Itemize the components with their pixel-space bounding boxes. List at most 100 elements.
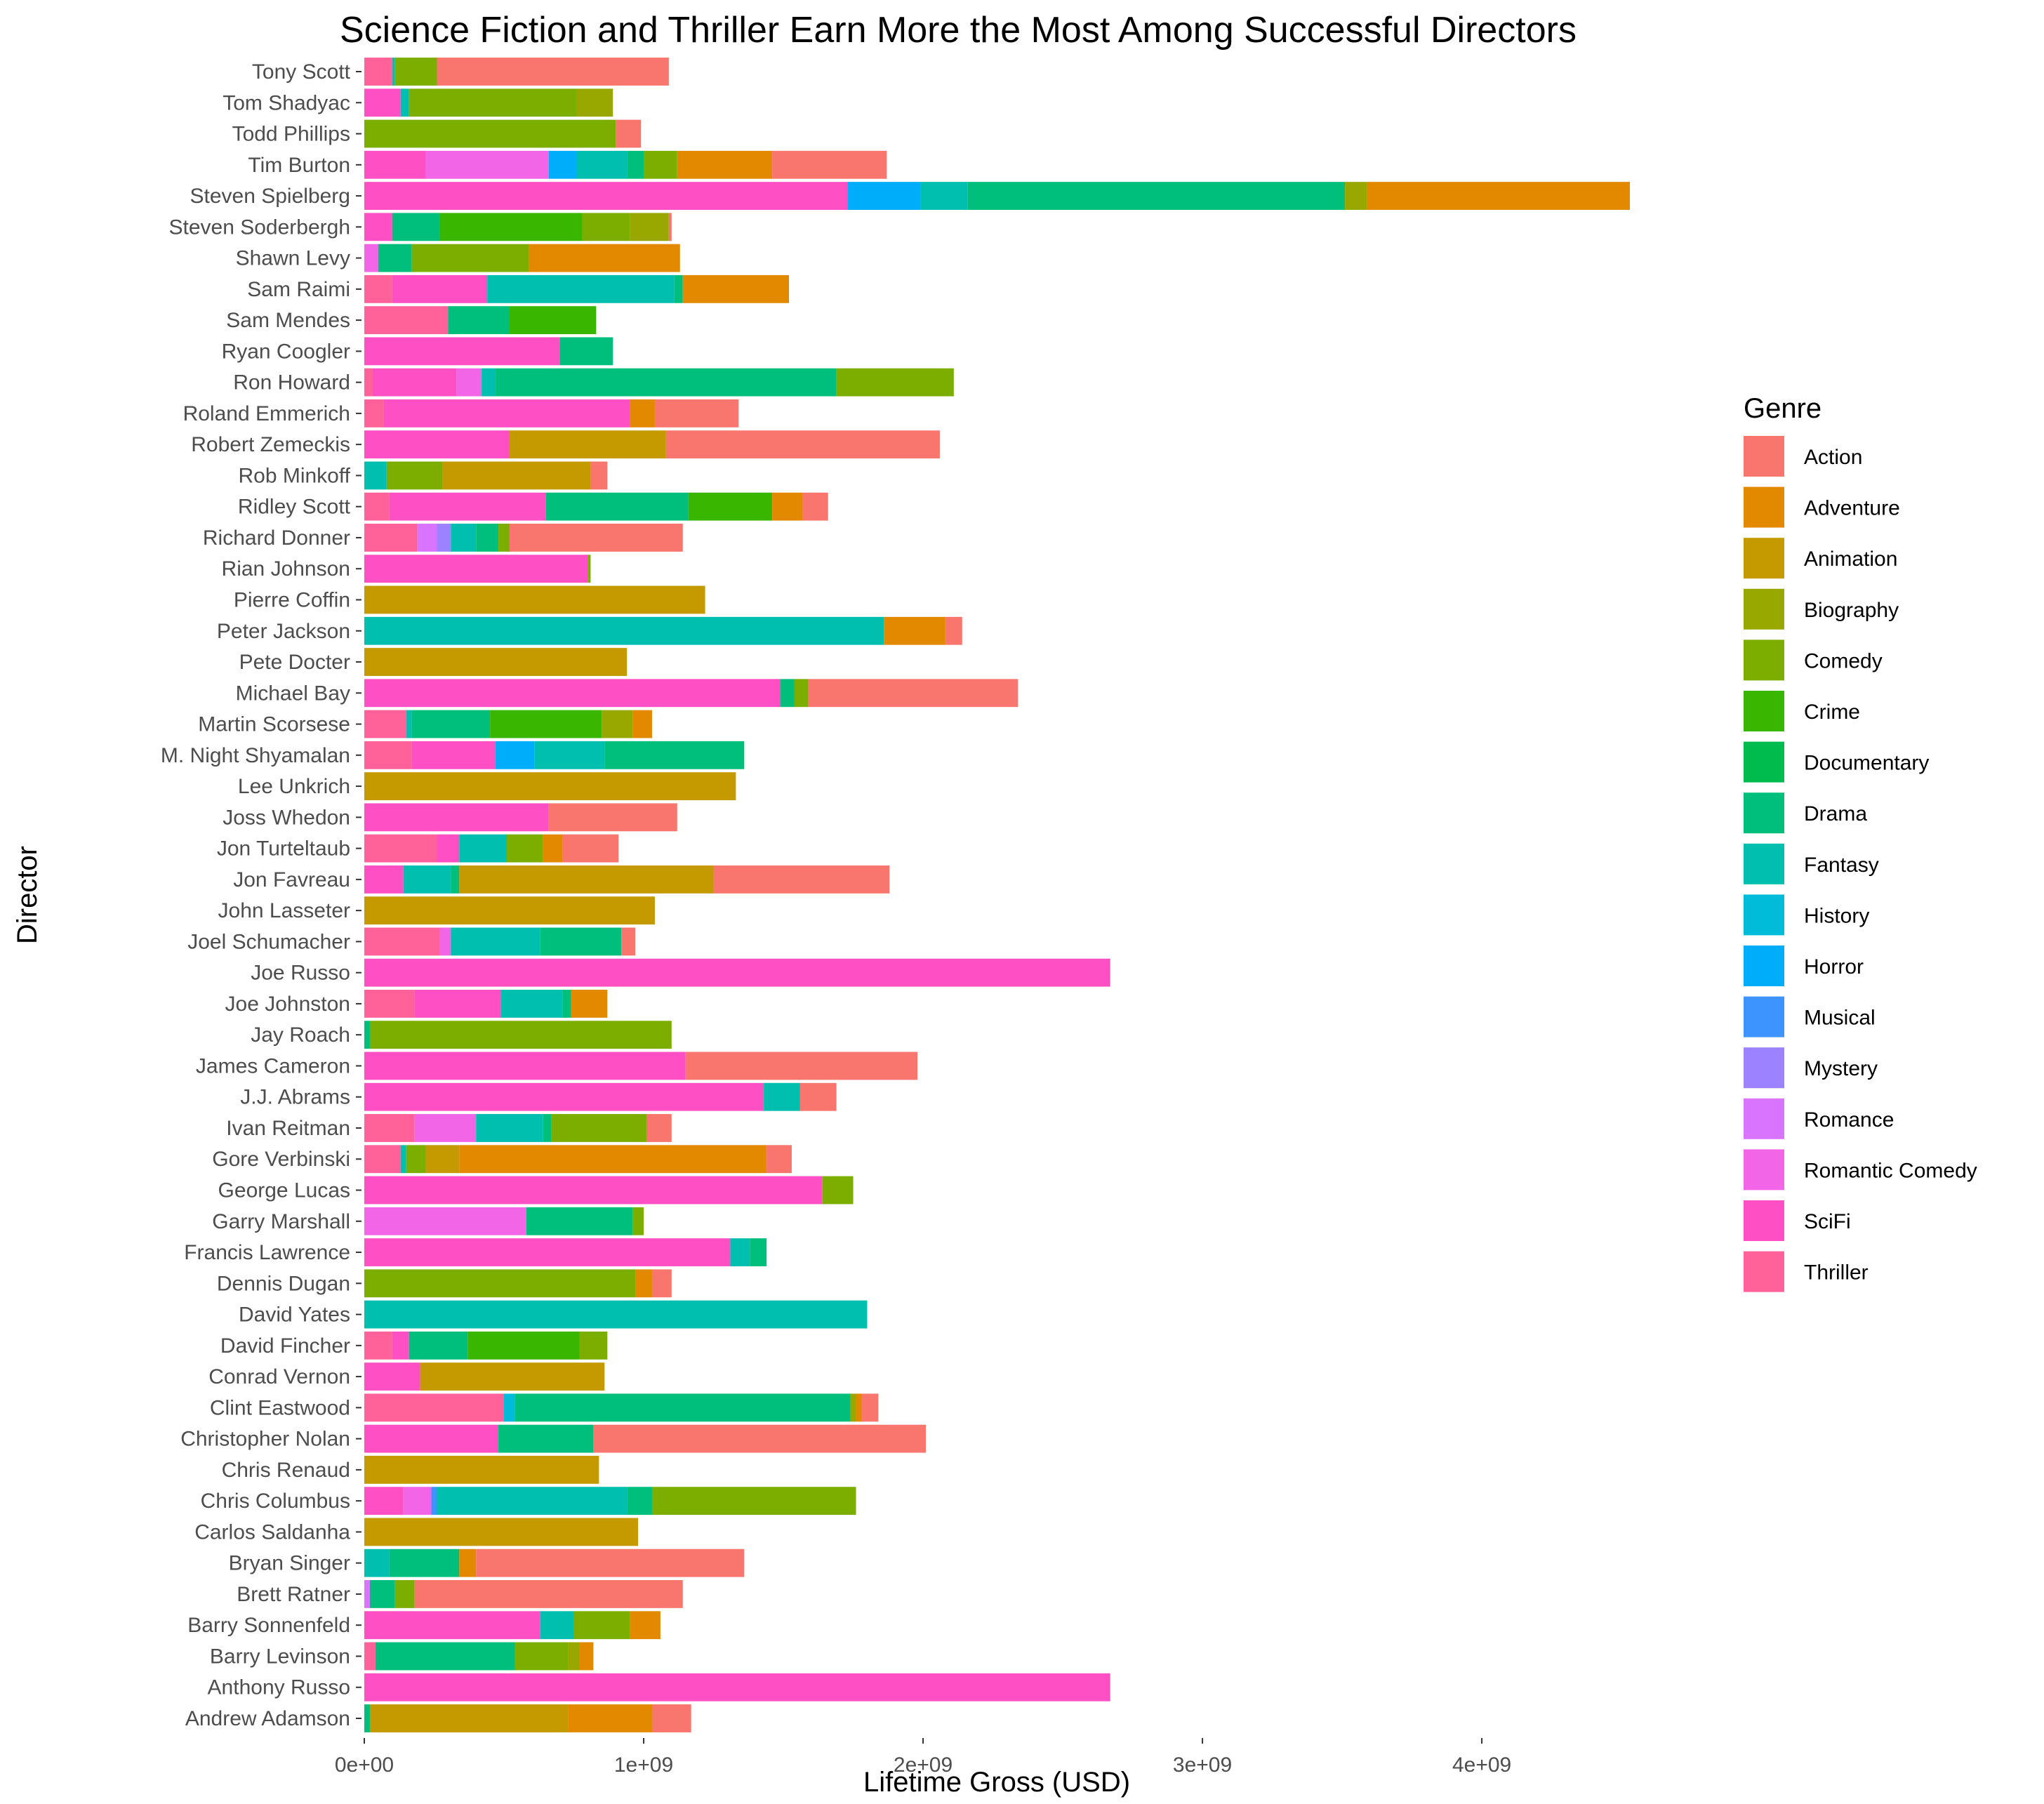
bar-segment-dennis-dugan-comedy xyxy=(364,1269,636,1298)
bar-pete-docter xyxy=(364,648,628,676)
legend-key-action xyxy=(1744,436,1784,477)
y-tick-label: Rob Minkoff xyxy=(238,464,350,487)
bar-segment-jay-roach-comedy xyxy=(369,1021,672,1049)
bar-segment-joel-schumacher-action xyxy=(621,927,636,956)
bar-segment-steven-soderbergh-drama xyxy=(392,213,440,241)
bar-segment-tony-scott-fantasy xyxy=(392,58,395,86)
y-tick-label: Chris Renaud xyxy=(222,1459,350,1482)
y-tick-label: Pierre Coffin xyxy=(234,588,350,611)
bar-segment-gore-verbinski-comedy xyxy=(406,1145,426,1174)
bar-segment-clint-eastwood-drama xyxy=(515,1393,851,1422)
bar-segment-rian-johnson-comedy xyxy=(588,555,591,583)
y-tick-label: Ryan Coogler xyxy=(222,340,350,363)
y-tick-label: Tim Burton xyxy=(248,154,350,177)
bar-segment-brett-ratner-action xyxy=(414,1580,683,1608)
bar-segment-chris-columbus-comedy xyxy=(651,1487,856,1516)
bar-barry-sonnenfeld xyxy=(364,1611,661,1640)
bar-ivan-reitman xyxy=(364,1114,672,1142)
legend-key-thriller xyxy=(1744,1251,1784,1292)
bar-segment-robert-zemeckis-scifi xyxy=(364,430,510,459)
x-tick-label: 1e+09 xyxy=(614,1753,673,1777)
bar-segment-rob-minkoff-animation xyxy=(442,461,591,490)
bar-segment-peter-jackson-adventure xyxy=(884,616,945,645)
bar-segment-jon-turteltaub-thriller xyxy=(364,834,437,863)
bar-segment-steven-spielberg-drama xyxy=(967,182,1346,210)
y-tick-label: Barry Levinson xyxy=(210,1645,350,1668)
legend-key-documentary xyxy=(1744,741,1784,783)
bar-peter-jackson xyxy=(364,616,962,645)
bar-clint-eastwood xyxy=(364,1393,879,1422)
bar-segment-tim-burton-drama xyxy=(627,150,644,179)
bar-segment-ivan-reitman-drama xyxy=(543,1114,552,1142)
bar-segment-david-fincher-crime xyxy=(467,1331,580,1360)
bar-segment-conrad-vernon-scifi xyxy=(364,1362,420,1391)
bar-segment-clint-eastwood-action xyxy=(861,1393,879,1422)
bar-segment-roland-emmerich-thriller xyxy=(364,399,384,427)
bar-segment-tom-shadyac-biography xyxy=(576,88,613,117)
bar-segment-christopher-nolan-action xyxy=(593,1424,927,1453)
bar-segment-christopher-nolan-scifi xyxy=(364,1424,499,1453)
bar-segment-joe-johnston-fantasy xyxy=(501,990,563,1018)
bar-ridley-scott xyxy=(364,492,828,521)
bar-segment-michael-bay-scifi xyxy=(364,679,781,708)
bar-francis-lawrence xyxy=(364,1238,767,1266)
bar-joe-russo xyxy=(364,958,1110,987)
bar-chris-renaud xyxy=(364,1455,599,1484)
legend-label-action: Action xyxy=(1804,446,1862,469)
legend-label-scifi: SciFi xyxy=(1804,1210,1851,1233)
bar-segment-j-j-abrams-fantasy xyxy=(764,1082,800,1111)
bar-segment-tony-scott-thriller xyxy=(364,58,392,86)
bar-segment-j-j-abrams-action xyxy=(799,1082,837,1111)
y-tick-label: Bryan Singer xyxy=(229,1552,350,1575)
bar-segment-tim-burton-adventure xyxy=(677,150,773,179)
bar-segment-brett-ratner-drama xyxy=(369,1580,395,1608)
bar-segment-barry-sonnenfeld-comedy xyxy=(573,1611,630,1640)
bar-segment-tom-shadyac-scifi xyxy=(364,88,401,117)
bar-segment-gore-verbinski-animation xyxy=(425,1145,460,1174)
y-tick-label: Michael Bay xyxy=(236,682,350,705)
bar-shawn-levy xyxy=(364,244,680,272)
y-tick-label: Ron Howard xyxy=(233,371,350,394)
bar-garry-marshall xyxy=(364,1207,644,1235)
bar-segment-richard-donner-comedy xyxy=(498,524,510,552)
y-tick-label: Steven Spielberg xyxy=(190,185,351,208)
legend-key-crime xyxy=(1744,691,1784,731)
bar-segment-garry-marshall-romantic-comedy xyxy=(364,1207,526,1235)
legend-key-history xyxy=(1744,894,1784,936)
bar-segment-lee-unkrich-animation xyxy=(364,772,736,800)
legend-label-drama: Drama xyxy=(1804,802,1867,825)
bar-segment-ridley-scott-drama xyxy=(545,492,689,521)
y-tick-label: Joe Johnston xyxy=(225,993,350,1016)
bar-segment-michael-bay-comedy xyxy=(794,679,809,708)
bar-segment-joel-schumacher-thriller xyxy=(364,927,440,956)
bar-segment-barry-levinson-thriller xyxy=(364,1642,376,1671)
bar-steven-spielberg xyxy=(364,182,1631,210)
bar-segment-george-lucas-scifi xyxy=(364,1176,823,1205)
bar-ryan-coogler xyxy=(364,337,613,366)
y-tick-label: Pete Docter xyxy=(239,651,350,674)
bar-segment-barry-levinson-comedy xyxy=(515,1642,569,1671)
bar-carlos-saldanha xyxy=(364,1518,639,1546)
bar-segment-robert-zemeckis-action xyxy=(665,430,940,459)
bar-segment-andrew-adamson-adventure xyxy=(568,1704,652,1732)
legend-label-thriller: Thriller xyxy=(1804,1261,1869,1285)
bar-sam-raimi xyxy=(364,274,789,303)
y-tick-label: Jay Roach xyxy=(251,1023,350,1047)
bar-segment-ron-howard-thriller xyxy=(364,368,373,397)
bar-christopher-nolan xyxy=(364,1424,927,1453)
y-tick-label: Ivan Reitman xyxy=(226,1117,350,1140)
bar-segment-shawn-levy-drama xyxy=(378,244,412,272)
y-tick-label: Garry Marshall xyxy=(212,1210,350,1233)
bar-segment-joel-schumacher-romantic-comedy xyxy=(439,927,451,956)
y-tick-label: Jon Favreau xyxy=(233,868,350,891)
bar-segment-richard-donner-thriller xyxy=(364,524,418,552)
x-tick-label: 0e+00 xyxy=(335,1753,394,1777)
y-tick-label: Shawn Levy xyxy=(236,247,350,270)
legend-label-adventure: Adventure xyxy=(1804,497,1900,520)
y-tick-label: J.J. Abrams xyxy=(240,1086,350,1109)
bar-segment-conrad-vernon-animation xyxy=(420,1362,605,1391)
bar-segment-martin-scorsese-drama xyxy=(411,710,491,738)
bar-segment-richard-donner-romance xyxy=(417,524,437,552)
bar-segment-barry-sonnenfeld-adventure xyxy=(630,1611,661,1640)
bar-segment-ivan-reitman-comedy xyxy=(551,1114,646,1142)
